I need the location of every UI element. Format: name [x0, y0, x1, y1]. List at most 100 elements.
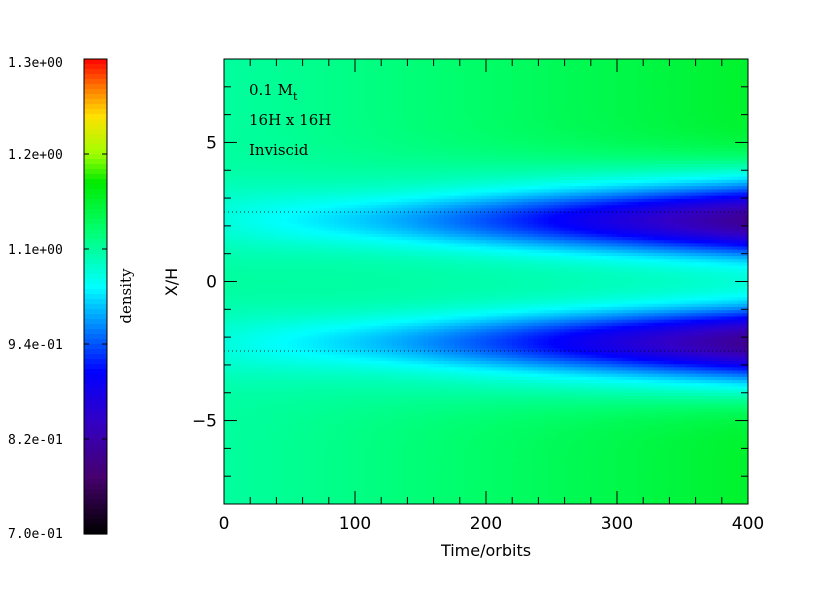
density-cell [286, 214, 293, 219]
density-cell [355, 300, 361, 305]
density-cell [234, 157, 241, 162]
density-cell [386, 189, 393, 194]
density-cell [250, 192, 257, 197]
density-cell [276, 478, 283, 483]
density-cell [313, 240, 320, 245]
density-cell [224, 65, 230, 70]
density-cell [234, 322, 241, 327]
density-cell [260, 154, 267, 159]
density-cell [302, 462, 309, 467]
density-cell [307, 224, 314, 229]
density-cell [281, 370, 288, 375]
density-cell [323, 345, 330, 349]
density-cell [365, 497, 372, 502]
density-cell [402, 68, 409, 73]
density-cell [307, 252, 314, 257]
density-cell [260, 138, 267, 143]
density-cell [292, 100, 299, 105]
density-cell [302, 246, 309, 251]
density-cell [313, 128, 320, 133]
density-cell [318, 427, 325, 432]
density-cell [355, 122, 361, 127]
density-cell [224, 125, 230, 130]
density-cell [271, 345, 278, 349]
density-cell [250, 357, 257, 362]
density-cell [292, 233, 299, 238]
density-cell [234, 116, 241, 121]
density-cell [334, 475, 340, 480]
density-cell [355, 275, 361, 280]
colorbar-strip [84, 464, 107, 470]
density-cell [402, 227, 409, 232]
density-cell [260, 434, 267, 438]
density-cell [271, 160, 278, 165]
density-cell [302, 332, 309, 337]
density-cell [302, 316, 309, 321]
density-cell [229, 335, 236, 340]
density-cell [276, 322, 283, 327]
density-cell [292, 186, 299, 191]
density-cell [244, 310, 251, 314]
density-cell [313, 380, 320, 384]
density-cell [334, 182, 340, 187]
density-cell [239, 405, 246, 410]
density-cell [360, 443, 367, 448]
density-cell [381, 316, 388, 321]
density-cell [381, 434, 388, 438]
density-cell [375, 271, 382, 276]
density-cell [349, 182, 356, 187]
density-cell [302, 310, 309, 314]
density-cell [339, 341, 346, 346]
density-cell [250, 319, 257, 324]
density-cell [396, 297, 403, 302]
density-cell [281, 148, 288, 152]
density-cell [260, 103, 267, 108]
density-cell [402, 141, 409, 146]
density-cell [265, 173, 272, 178]
density-cell [386, 182, 393, 187]
density-cell [396, 465, 403, 470]
density-cell [313, 373, 320, 378]
density-cell [234, 443, 241, 448]
density-cell [265, 427, 272, 432]
colorbar-strip [84, 359, 107, 365]
density-cell [360, 151, 367, 156]
density-cell [381, 462, 388, 467]
density-cell [402, 59, 409, 63]
density-cell [355, 434, 361, 438]
density-cell [318, 462, 325, 467]
density-cell [323, 182, 330, 187]
density-cell [271, 418, 278, 423]
density-cell [318, 262, 325, 267]
density-cell [349, 141, 356, 146]
density-cell [339, 237, 346, 241]
density-cell [302, 402, 309, 407]
density-cell [265, 214, 272, 219]
density-cell [365, 437, 372, 442]
density-cell [360, 93, 367, 98]
density-cell [386, 252, 393, 257]
density-cell [229, 297, 236, 302]
density-cell [355, 151, 361, 156]
density-cell [286, 240, 293, 245]
density-cell [365, 297, 372, 302]
density-cell [281, 291, 288, 295]
density-cell [281, 252, 288, 257]
density-cell [292, 484, 299, 489]
density-cell [370, 243, 377, 248]
colorbar-strip [84, 364, 107, 370]
density-cell [239, 62, 246, 67]
density-cell [391, 345, 398, 349]
density-cell [307, 491, 314, 496]
density-cell [250, 78, 257, 82]
density-cell [224, 443, 230, 448]
density-cell [281, 249, 288, 254]
density-cell [370, 138, 377, 143]
density-cell [375, 383, 382, 388]
density-cell [396, 116, 403, 121]
density-cell [323, 113, 330, 117]
density-cell [302, 488, 309, 492]
density-cell [239, 281, 246, 286]
density-cell [365, 421, 372, 426]
density-cell [239, 475, 246, 480]
